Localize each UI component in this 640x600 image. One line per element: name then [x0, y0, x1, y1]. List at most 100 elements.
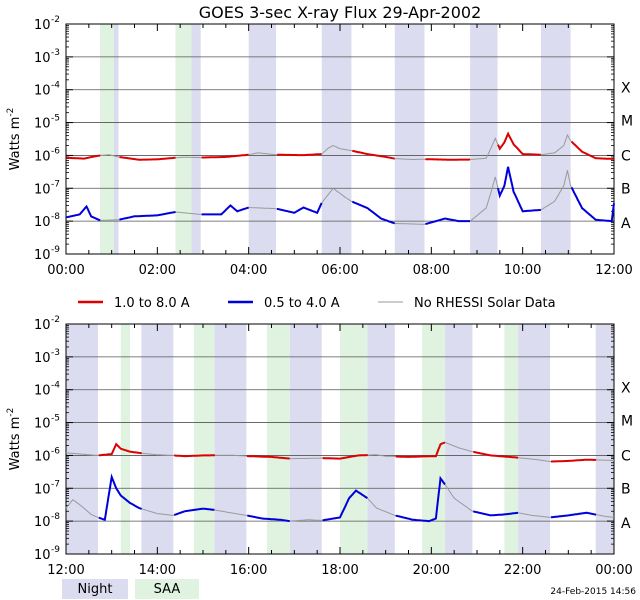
series-2-no-rhessi-line [175, 211, 202, 215]
x-tick-label: 02:00 [139, 263, 176, 278]
series-1-line [352, 149, 395, 160]
x-tick-label: 00:00 [595, 563, 632, 578]
night-band [595, 324, 614, 554]
series-1-no-rhessi-line [394, 158, 426, 160]
series-1-no-rhessi-line [518, 457, 552, 463]
saa-band [340, 324, 368, 554]
y-tick-exponent: -6 [51, 446, 60, 456]
series-2-line [98, 473, 143, 522]
saa-legend-label: SAA [154, 582, 181, 597]
series-2-no-rhessi-line [469, 176, 499, 222]
y-axis-label: Watts m-2 [6, 408, 23, 471]
saa-legend-swatch [135, 579, 199, 599]
y-tick-label: 10 [34, 417, 51, 432]
night-band [248, 24, 277, 254]
y-tick-label: 10 [34, 318, 51, 333]
series-2-no-rhessi-line [394, 223, 426, 225]
class-label-M: M [621, 114, 633, 130]
x-tick-label: 10:00 [504, 263, 541, 278]
series-2-no-rhessi-line [596, 514, 615, 518]
night-band [141, 324, 174, 554]
saa-band [100, 24, 114, 254]
series-2-line [497, 166, 542, 213]
series-1-no-rhessi-line [214, 454, 247, 457]
series-2-no-rhessi-line [444, 484, 474, 512]
x-tick-label: 18:00 [321, 563, 358, 578]
legend-label: 0.5 to 4.0 A [264, 296, 340, 311]
y-tick-exponent: -3 [51, 48, 60, 58]
y-tick-label: 10 [34, 51, 51, 66]
series-legend: 1.0 to 8.0 A 0.5 to 4.0 A No RHESSI Solar … [78, 296, 556, 311]
series-2-line [351, 200, 396, 225]
chart-title: GOES 3-sec X-ray Flux 29-Apr-2002 [199, 3, 482, 22]
night-band [518, 324, 551, 554]
series-1-no-rhessi-line [596, 459, 614, 461]
series-1-no-rhessi-line [321, 144, 353, 155]
series-1-line [174, 454, 215, 458]
y-tick-exponent: -7 [51, 179, 60, 189]
x-tick-label: 22:00 [504, 563, 541, 578]
night-band [321, 24, 352, 254]
y-tick-label: 10 [34, 149, 51, 164]
y-tick-exponent: -9 [51, 245, 60, 255]
saa-band [504, 324, 519, 554]
class-label-A: A [621, 216, 631, 232]
y-tick-exponent: -4 [51, 81, 60, 91]
series-2-line [276, 202, 323, 215]
series-2-no-rhessi-line [540, 170, 572, 211]
series-2-line [473, 510, 519, 517]
x-tick-label: 12:00 [47, 563, 84, 578]
y-tick-label: 10 [34, 84, 51, 99]
class-label-B: B [621, 481, 631, 497]
series-2-line [119, 211, 176, 221]
series-2-line [395, 475, 446, 523]
y-tick-exponent: -8 [51, 512, 60, 522]
night-band [470, 24, 498, 254]
series-2-no-rhessi-line [518, 512, 552, 518]
y-tick-label: 10 [34, 182, 51, 197]
series-1-no-rhessi-line [470, 137, 499, 160]
x-tick-label: 16:00 [230, 563, 267, 578]
series-1-no-rhessi-line [65, 452, 99, 456]
series-1-line [322, 454, 368, 460]
series-1-line [497, 131, 541, 156]
series-1-line [65, 154, 101, 160]
y-tick-exponent: -6 [51, 146, 60, 156]
y-tick-exponent: -8 [51, 212, 60, 222]
series-2-no-rhessi-line [248, 207, 277, 210]
y-tick-label: 10 [34, 248, 51, 263]
y-tick-exponent: -7 [51, 479, 60, 489]
series-2-line [550, 511, 597, 519]
night-band [367, 324, 395, 554]
night-band [394, 24, 425, 254]
series-1-no-rhessi-line [540, 133, 572, 156]
y-tick-exponent: -3 [51, 348, 60, 358]
class-label-C: C [621, 148, 631, 164]
class-label-A: A [621, 516, 631, 532]
series-2-no-rhessi-line [321, 187, 353, 204]
series-1-no-rhessi-line [367, 454, 396, 457]
y-tick-label: 10 [34, 384, 51, 399]
y-tick-exponent: -4 [51, 381, 60, 391]
y-tick-exponent: -2 [51, 15, 60, 25]
night-band [214, 324, 247, 554]
series-2-line [322, 489, 368, 522]
x-tick-label: 06:00 [321, 263, 358, 278]
series-2-line [65, 204, 101, 222]
x-tick-label: 04:00 [230, 263, 267, 278]
y-axis-label: Watts m-2 [6, 108, 23, 171]
class-label-M: M [621, 414, 633, 430]
series-1-line [425, 158, 471, 161]
y-tick-label: 10 [34, 215, 51, 230]
night-band [66, 324, 98, 554]
y-tick-label: 10 [34, 515, 51, 530]
series-2-no-rhessi-line [214, 509, 248, 516]
series-1-no-rhessi-line [444, 441, 474, 453]
series-2-line [201, 204, 250, 216]
series-1-line [551, 458, 597, 463]
series-1-line [570, 140, 615, 160]
panel-2: 10-210-310-410-510-610-710-810 -912:00 14:… [6, 315, 633, 578]
series-2-line [247, 514, 290, 523]
y-tick-exponent: -2 [51, 315, 60, 325]
